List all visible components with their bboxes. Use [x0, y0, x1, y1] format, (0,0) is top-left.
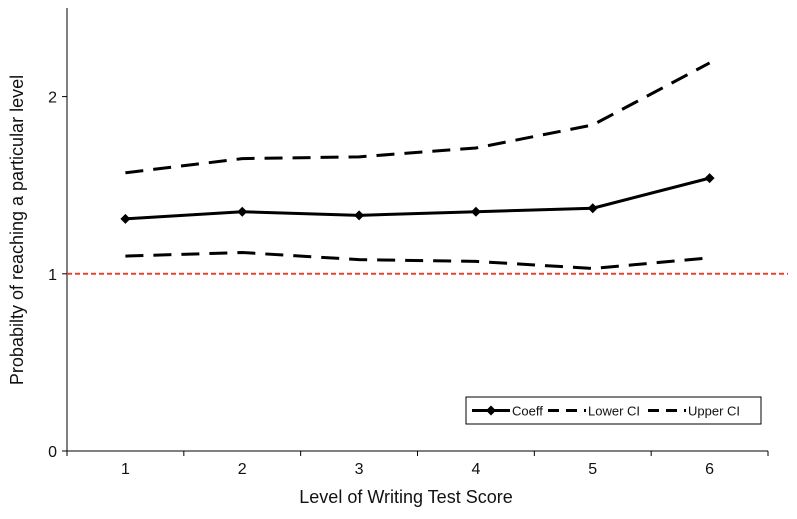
- data-point-marker: [470, 206, 481, 217]
- x-tick-label: 5: [588, 461, 597, 478]
- upper-ci-line: [125, 61, 711, 175]
- axes-layer: 0 1 2 1 2 3 4 5 6: [48, 8, 769, 478]
- data-point-marker: [587, 203, 598, 214]
- series-layer: [120, 61, 715, 270]
- x-tick-label: 1: [121, 461, 130, 478]
- y-tick-label: 1: [48, 267, 57, 284]
- y-axis-title: Probabilty of reaching a particular leve…: [7, 75, 27, 385]
- data-point-marker: [704, 173, 715, 184]
- legend-label: Lower CI: [588, 404, 640, 419]
- legend-box: [465, 396, 762, 425]
- data-point-marker: [354, 210, 365, 221]
- legend: Coeff Lower CI Upper CI: [465, 396, 762, 425]
- x-tick-label: 4: [471, 461, 480, 478]
- x-axis-title: Level of Writing Test Score: [299, 487, 512, 507]
- y-tick-label: 0: [48, 444, 57, 461]
- legend-marker: [486, 405, 496, 416]
- y-tick-label: 2: [48, 90, 57, 107]
- x-tick-label: 6: [705, 461, 714, 478]
- x-tick-label: 2: [238, 461, 247, 478]
- lower-ci-line: [125, 251, 710, 270]
- coeff-line: [125, 176, 710, 221]
- data-point-marker: [120, 213, 131, 224]
- x-tick-label: 3: [355, 461, 364, 478]
- data-point-marker: [237, 206, 248, 217]
- legend-label: Upper CI: [688, 404, 740, 419]
- legend-label: Coeff: [512, 404, 543, 419]
